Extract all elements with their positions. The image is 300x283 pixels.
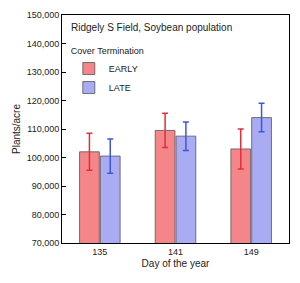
svg-text:80,000: 80,000	[32, 210, 60, 220]
svg-text:EARLY: EARLY	[109, 64, 138, 74]
svg-text:90,000: 90,000	[32, 181, 60, 191]
svg-text:141: 141	[168, 247, 183, 257]
svg-text:Day of the year: Day of the year	[142, 258, 210, 269]
svg-text:120,000: 120,000	[27, 96, 60, 106]
svg-text:Cover Termination: Cover Termination	[71, 46, 144, 56]
svg-text:150,000: 150,000	[27, 10, 60, 20]
svg-text:130,000: 130,000	[27, 67, 60, 77]
svg-text:70,000: 70,000	[32, 238, 60, 248]
svg-text:100,000: 100,000	[27, 153, 60, 163]
svg-text:149: 149	[244, 247, 259, 257]
svg-text:140,000: 140,000	[27, 39, 60, 49]
svg-text:LATE: LATE	[109, 83, 131, 93]
svg-text:135: 135	[92, 247, 107, 257]
svg-text:Ridgely S Field, Soybean popul: Ridgely S Field, Soybean population	[71, 22, 232, 33]
svg-text:Plants/acre: Plants/acre	[11, 104, 22, 154]
svg-text:110,000: 110,000	[27, 124, 59, 134]
